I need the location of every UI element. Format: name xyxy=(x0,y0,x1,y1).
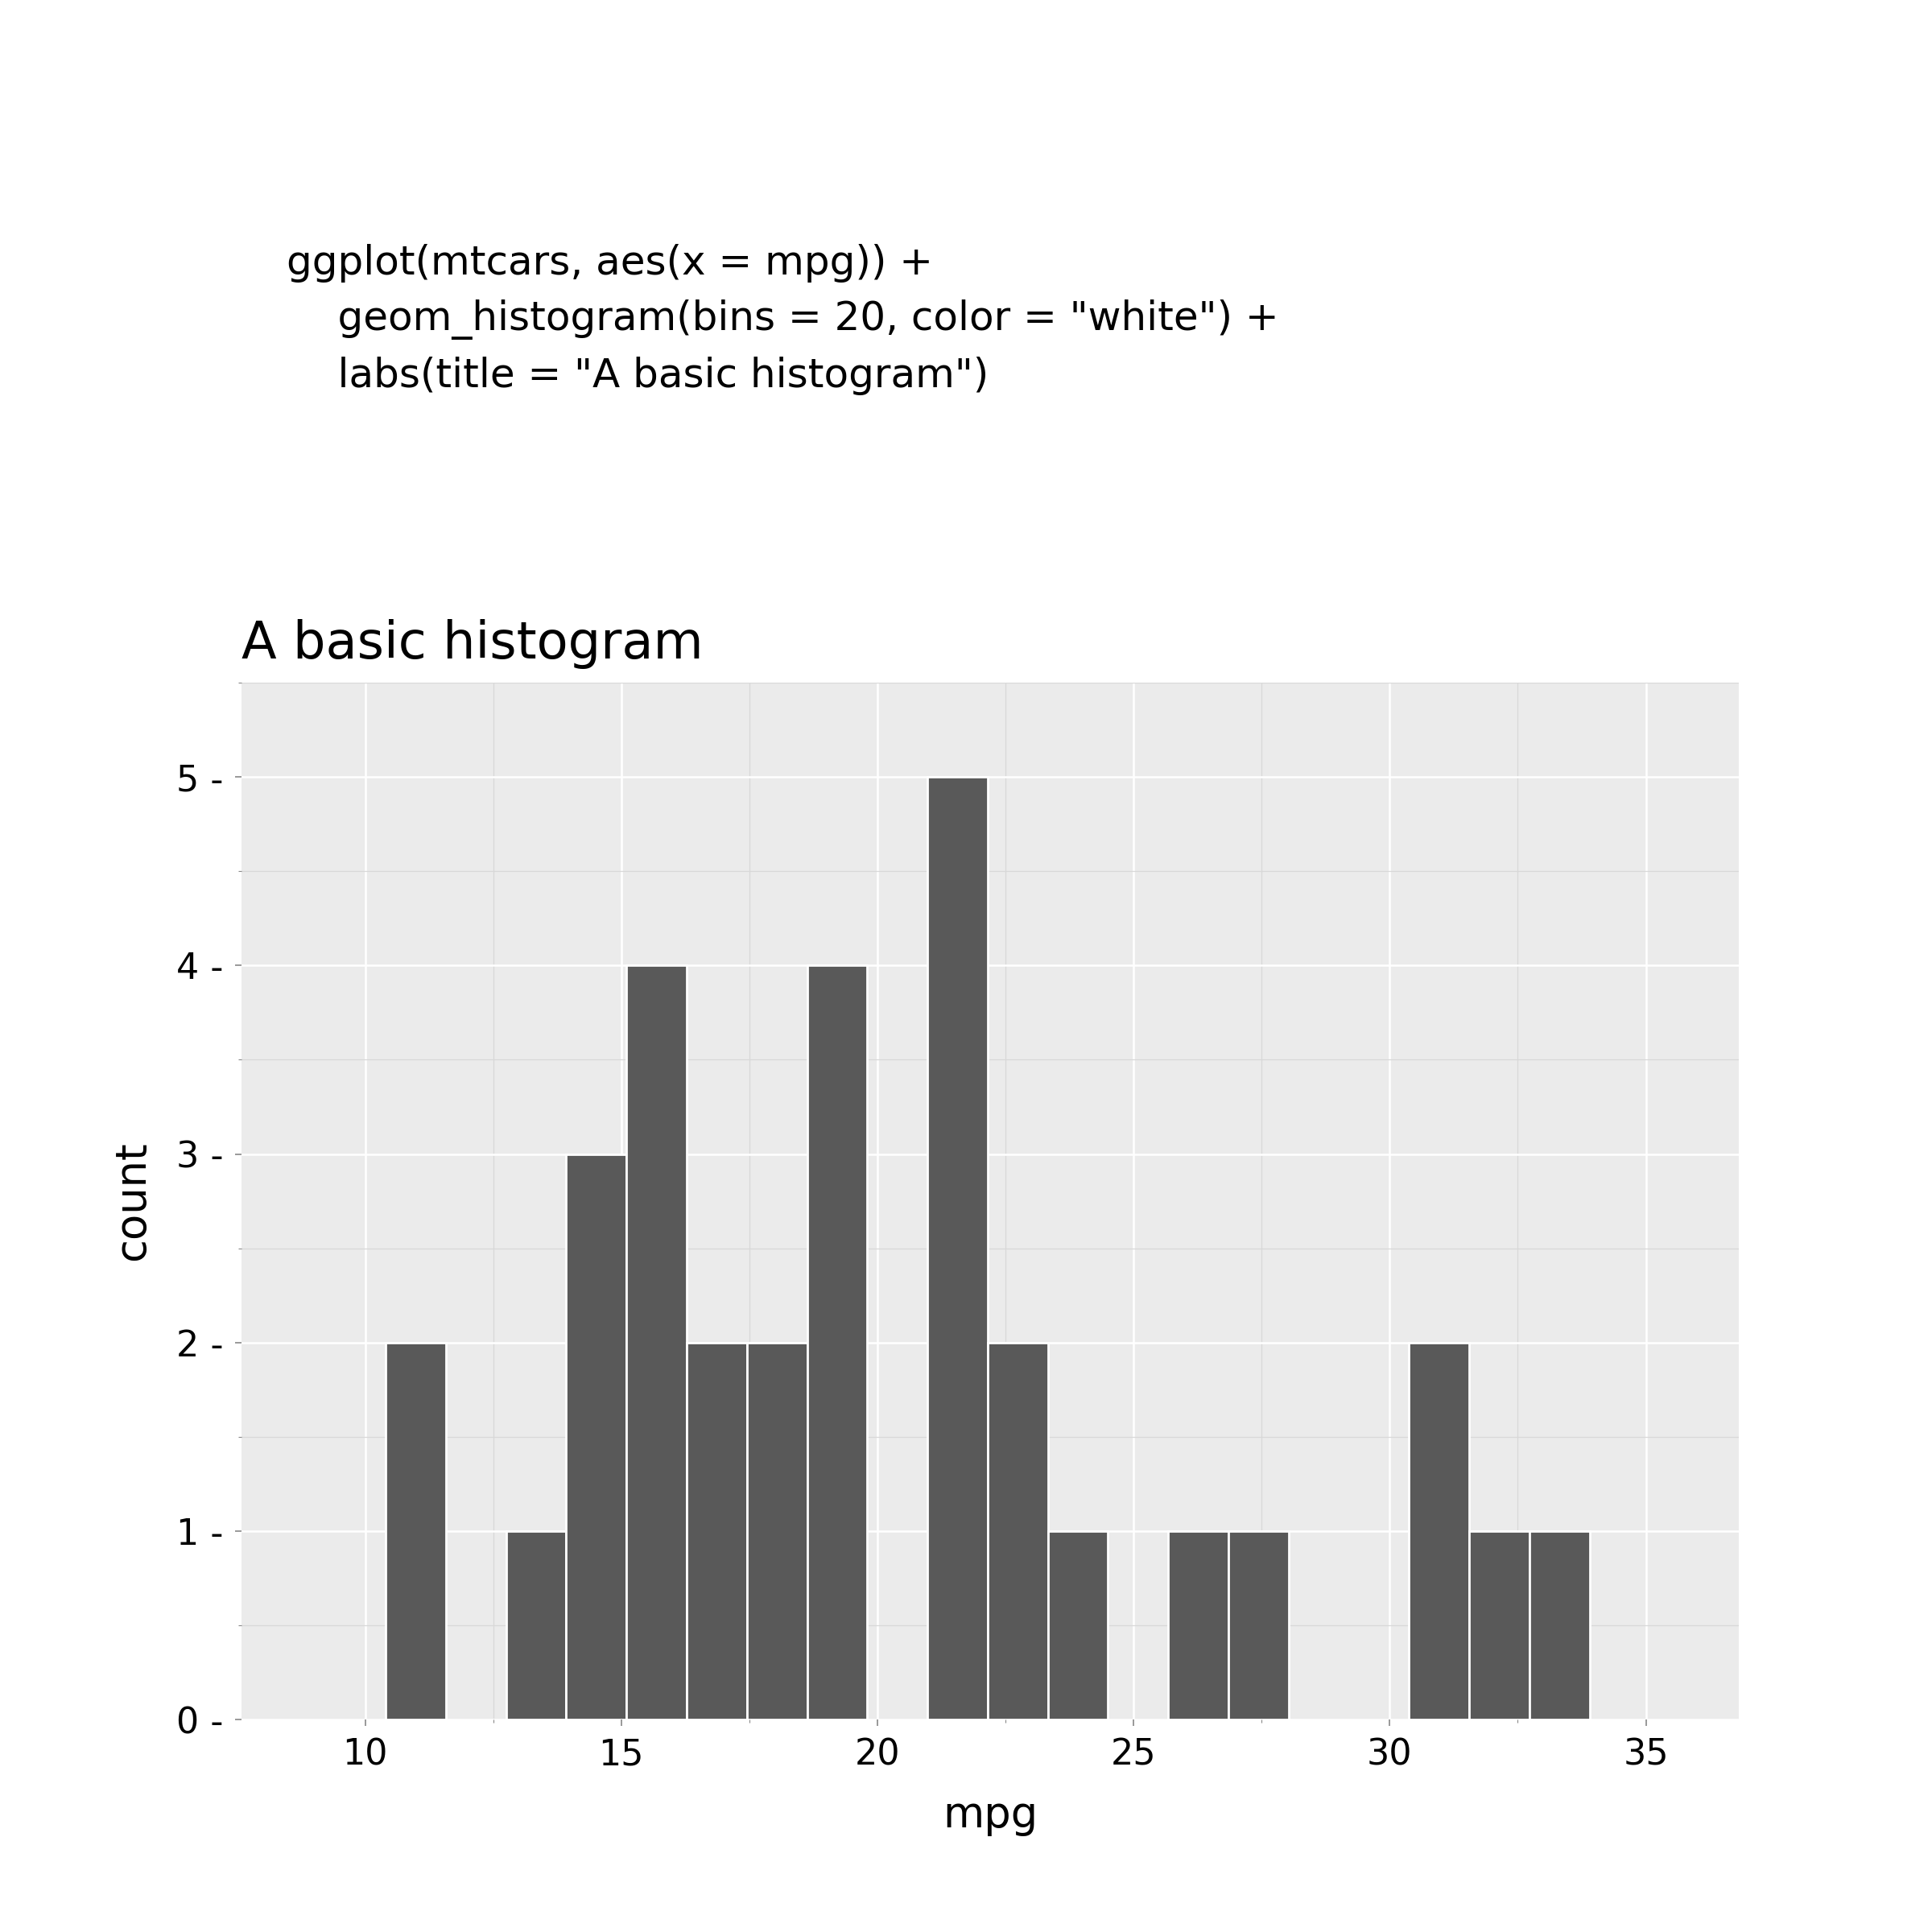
Bar xyxy=(386,1343,446,1719)
X-axis label: mpg: mpg xyxy=(943,1795,1037,1835)
Bar xyxy=(1169,1530,1229,1719)
Bar xyxy=(1047,1530,1107,1719)
Bar xyxy=(686,1343,748,1719)
Bar xyxy=(927,777,987,1719)
Text: A basic histogram: A basic histogram xyxy=(242,618,703,668)
Bar xyxy=(1468,1530,1530,1719)
Bar xyxy=(1229,1530,1289,1719)
Text: ggplot(mtcars, aes(x = mpg)) +
    geom_histogram(bins = 20, color = "white") +
: ggplot(mtcars, aes(x = mpg)) + geom_hist… xyxy=(286,243,1279,396)
Bar xyxy=(808,966,867,1719)
Y-axis label: count: count xyxy=(112,1142,155,1262)
Bar xyxy=(1530,1530,1590,1719)
Bar xyxy=(506,1530,566,1719)
Bar xyxy=(987,1343,1047,1719)
Bar xyxy=(1408,1343,1468,1719)
Bar xyxy=(626,966,686,1719)
Bar xyxy=(566,1153,626,1719)
Bar xyxy=(748,1343,808,1719)
